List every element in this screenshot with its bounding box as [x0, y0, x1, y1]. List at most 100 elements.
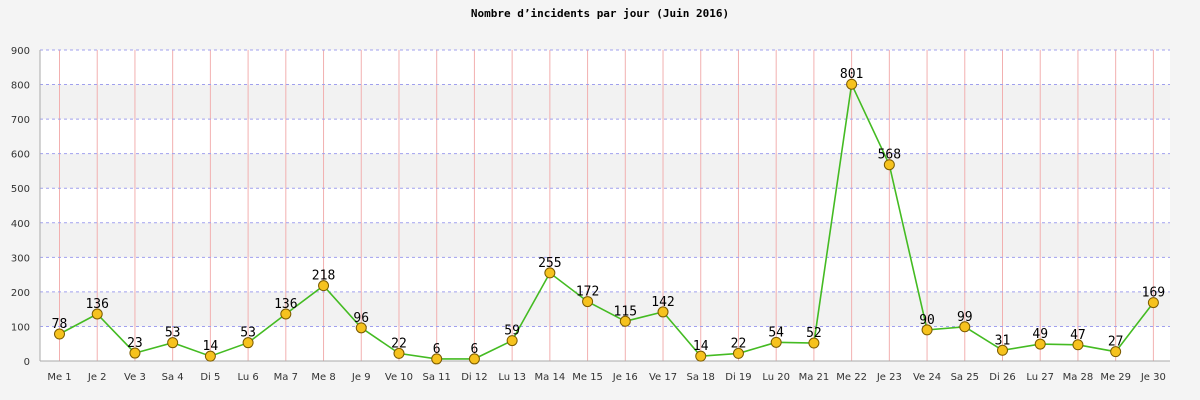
data-point [355, 322, 367, 334]
series-line [59, 81, 1155, 360]
x-tick-label: Sa 18 [687, 372, 715, 383]
y-tick-label: 700 [11, 115, 30, 126]
y-tick-label: 200 [11, 288, 30, 299]
x-tick-label: Me 29 [1100, 372, 1131, 383]
x-tick-label: Ma 21 [799, 372, 830, 383]
data-point [808, 337, 820, 349]
y-tick-label: 900 [11, 46, 30, 57]
data-point [506, 335, 518, 347]
data-label: 142 [651, 295, 674, 310]
data-label: 169 [1142, 286, 1165, 301]
data-label: 31 [995, 333, 1011, 348]
y-tick-label: 300 [11, 253, 30, 264]
data-point [318, 280, 330, 292]
x-tick-label: Lu 27 [1026, 372, 1054, 383]
x-tick-label: Ve 17 [649, 372, 677, 383]
data-point [770, 336, 782, 348]
x-tick-label: Ve 24 [913, 372, 941, 383]
data-label: 99 [957, 310, 973, 325]
data-point [204, 350, 216, 362]
x-tick-label: Ma 14 [535, 372, 566, 383]
x-tick-label: Sa 25 [951, 372, 979, 383]
data-point [695, 350, 707, 362]
data-point [1110, 346, 1122, 358]
data-label: 6 [471, 342, 479, 357]
data-label: 52 [806, 326, 822, 341]
x-tick-label: Lu 13 [498, 372, 526, 383]
data-label: 47 [1070, 328, 1086, 343]
data-point [54, 328, 65, 340]
x-tick-label: Di 26 [989, 372, 1015, 383]
x-tick-label: Je 23 [876, 372, 902, 383]
data-point [91, 308, 103, 320]
x-tick-label: Ma 28 [1063, 372, 1094, 383]
data-point [732, 347, 744, 359]
data-point [1034, 338, 1046, 350]
y-tick-label: 500 [11, 184, 30, 195]
data-label: 22 [391, 336, 407, 351]
data-label: 23 [127, 336, 143, 351]
grid-band [40, 84, 1170, 120]
x-tick-label: Di 5 [200, 372, 220, 383]
x-tick-label: Ma 7 [274, 372, 298, 383]
grid-band [40, 153, 1170, 189]
y-tick-label: 600 [11, 150, 30, 161]
data-point [468, 353, 480, 365]
data-label: 115 [614, 304, 637, 319]
data-label: 53 [240, 326, 256, 341]
data-point [619, 315, 631, 327]
data-label: 172 [576, 285, 599, 300]
x-tick-label: Lu 6 [237, 372, 258, 383]
data-point [1072, 339, 1084, 351]
data-point [167, 337, 179, 349]
x-tick-label: Me 15 [572, 372, 603, 383]
data-label: 53 [165, 326, 181, 341]
data-label: 27 [1108, 335, 1124, 350]
x-tick-label: Je 16 [612, 372, 638, 383]
data-point [959, 321, 971, 333]
x-tick-label: Di 19 [725, 372, 751, 383]
data-label: 49 [1032, 327, 1048, 342]
data-point [846, 78, 858, 90]
data-label: 801 [840, 67, 863, 82]
data-point [129, 347, 141, 359]
data-label: 136 [274, 297, 297, 312]
x-tick-label: Ve 3 [124, 372, 146, 383]
grid-band [40, 222, 1170, 258]
data-point [921, 324, 933, 336]
x-tick-label: Me 1 [47, 372, 71, 383]
x-tick-label: Je 30 [1140, 372, 1166, 383]
data-point [1147, 297, 1159, 309]
data-label: 96 [353, 311, 369, 326]
data-label: 568 [878, 148, 901, 163]
data-point [582, 296, 594, 308]
x-tick-label: Me 8 [311, 372, 335, 383]
data-label: 54 [768, 325, 784, 340]
data-point [544, 267, 556, 279]
x-tick-label: Sa 4 [162, 372, 184, 383]
data-point [393, 347, 405, 359]
x-tick-label: Lu 20 [762, 372, 790, 383]
data-point [280, 308, 292, 320]
y-tick-label: 400 [11, 219, 30, 230]
x-tick-label: Di 12 [461, 372, 487, 383]
data-label: 90 [919, 313, 935, 328]
data-point [431, 353, 443, 365]
data-label: 14 [203, 339, 219, 354]
data-label: 14 [693, 339, 709, 354]
x-tick-label: Je 9 [351, 372, 371, 383]
chart-title: Nombre d’incidents par jour (Juin 2016) [471, 7, 729, 20]
x-tick-label: Je 2 [87, 372, 107, 383]
data-label: 136 [85, 297, 108, 312]
data-point [242, 337, 254, 349]
data-point [997, 344, 1008, 356]
data-label: 255 [538, 256, 561, 271]
grid-band [40, 291, 1170, 327]
data-label: 22 [731, 336, 747, 351]
data-label: 218 [312, 269, 335, 284]
x-tick-label: Sa 11 [423, 372, 451, 383]
y-tick-label: 100 [11, 322, 30, 333]
data-label: 6 [433, 342, 441, 357]
